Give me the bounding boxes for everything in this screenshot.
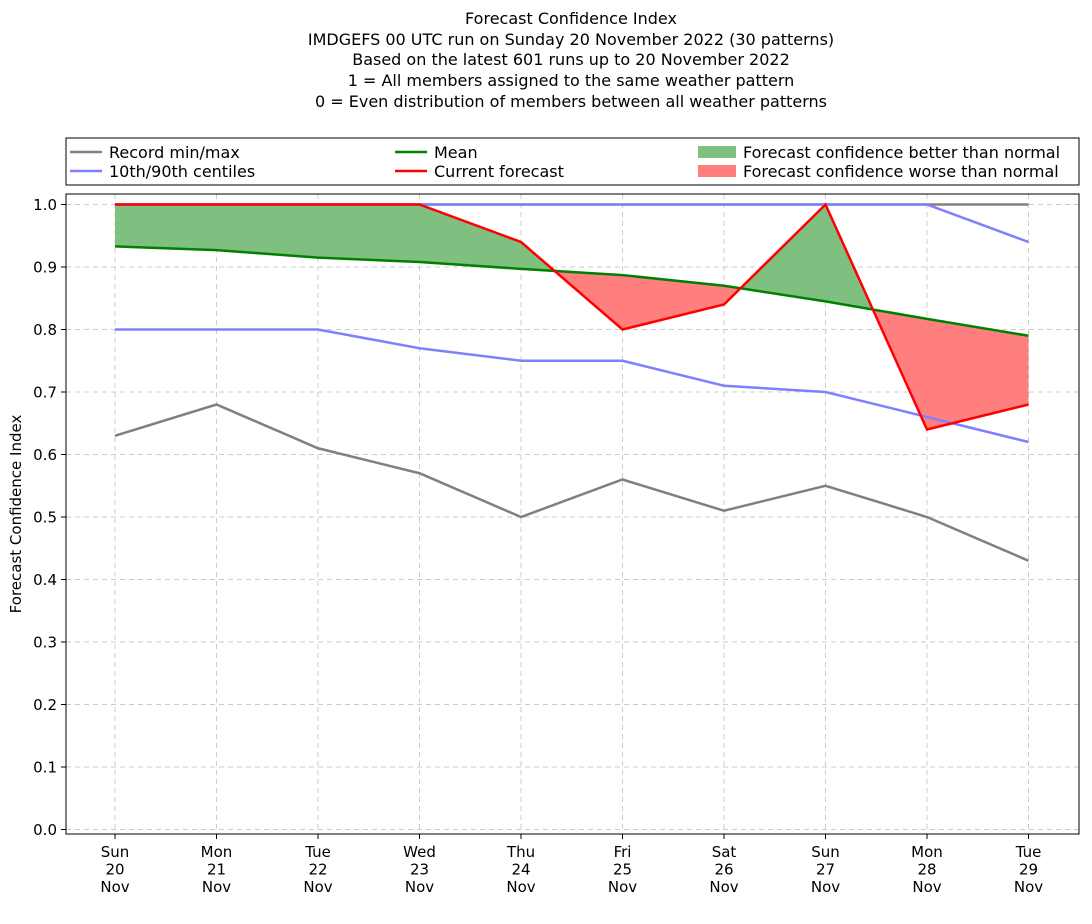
y-tick-label: 0.7 [33,384,57,402]
x-tick-label: 29 [1019,861,1038,879]
x-tick-label: Wed [403,843,436,861]
confidence-fills [115,204,1029,430]
mean-line [114,245,1029,337]
x-tick-label: 24 [511,861,530,879]
legend-label-mean: Mean [434,143,478,162]
y-tick-label: 0.2 [33,696,57,714]
title-line-2: IMDGEFS 00 UTC run on Sunday 20 November… [308,30,834,49]
y-axis-label: Forecast Confidence Index [7,415,25,614]
fill-better-than-normal [115,204,555,271]
x-tick-label: 20 [105,861,124,879]
x-tick-label: Tue [1015,843,1042,861]
legend-swatch-better [698,146,736,158]
record-min-line [114,403,1029,562]
p10-centile-line [115,328,1029,444]
legend: Record min/max 10th/90th centiles Mean C… [65,137,1080,186]
x-tick-label: Nov [506,878,535,896]
legend-label-worse: Forecast confidence worse than normal [743,162,1059,181]
x-tick-label: Mon [911,843,943,861]
x-tick-label: Fri [614,843,632,861]
x-tick-label: Nov [608,878,637,896]
y-tick-label: 0.0 [33,821,57,839]
grid [66,194,1079,834]
x-tick-label: 22 [308,861,327,879]
x-tick-label: Nov [405,878,434,896]
title-line-5: 0 = Even distribution of members between… [315,92,827,111]
y-tick-label: 0.3 [33,634,57,652]
x-tick-label: Tue [304,843,331,861]
y-tick-label: 0.8 [33,321,57,339]
legend-swatch-worse [698,165,736,177]
x-tick-label: 23 [410,861,429,879]
fill-worse-than-normal [872,309,1029,430]
x-tick-label: 27 [816,861,835,879]
legend-label-better: Forecast confidence better than normal [743,143,1060,162]
x-tick-label: 26 [714,861,733,879]
y-tick-label: 1.0 [33,196,57,214]
x-tick-label: Nov [100,878,129,896]
legend-label-current: Current forecast [434,162,564,181]
y-tick-label: 0.5 [33,509,57,527]
x-tick-label: 28 [917,861,936,879]
series-lines [114,202,1029,562]
fill-better-than-normal [740,204,873,310]
title-line-1: Forecast Confidence Index [465,9,677,28]
legend-label-centiles: 10th/90th centiles [109,162,255,181]
x-tick-label: Thu [506,843,535,861]
title-line-4: 1 = All members assigned to the same wea… [348,71,795,90]
x-tick-label: Nov [202,878,231,896]
x-axis: Sun20NovMon21NovTue22NovWed23NovThu24Nov… [100,834,1043,896]
x-tick-label: Nov [303,878,332,896]
x-tick-label: 25 [613,861,632,879]
x-tick-label: Nov [1014,878,1043,896]
chart-title: Forecast Confidence Index IMDGEFS 00 UTC… [308,9,834,111]
x-tick-label: Nov [912,878,941,896]
y-tick-label: 0.1 [33,759,57,777]
y-tick-label: 0.9 [33,259,57,277]
fill-worse-than-normal [554,270,741,330]
x-tick-label: Nov [811,878,840,896]
plot-frame [65,193,1080,835]
x-tick-label: 21 [207,861,226,879]
current-forecast-line [115,202,1029,431]
y-tick-label: 0.4 [33,571,57,589]
legend-label-record: Record min/max [109,143,240,162]
y-axis: 0.0 0.1 0.2 0.3 0.4 0.5 0.6 0.7 0.8 0.9 1.0 [33,196,66,839]
x-tick-label: Sun [811,843,840,861]
legend-frame [65,137,1080,186]
x-tick-label: Mon [201,843,233,861]
title-line-3: Based on the latest 601 runs up to 20 No… [352,50,790,69]
x-tick-label: Nov [709,878,738,896]
x-tick-label: Sat [712,843,737,861]
x-tick-label: Sun [101,843,130,861]
y-tick-label: 0.6 [33,446,57,464]
